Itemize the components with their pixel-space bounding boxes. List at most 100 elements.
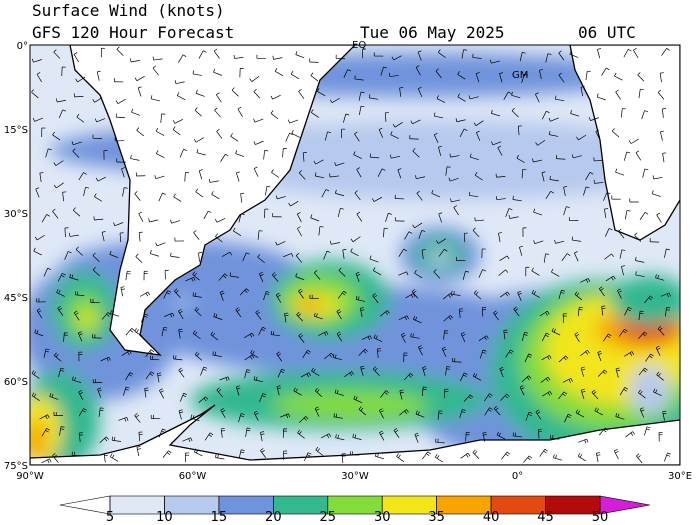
wind-barb — [52, 211, 59, 219]
barb-flag — [124, 187, 128, 189]
barb-flag — [391, 56, 394, 61]
barb-flag — [260, 433, 265, 435]
barb-flag — [546, 110, 550, 114]
barb-flag — [129, 350, 132, 354]
barb-flag — [412, 293, 416, 297]
barb-flag — [208, 178, 211, 183]
barb-flag — [182, 54, 187, 57]
wind-speed-area — [270, 390, 430, 420]
barb-flag — [496, 431, 499, 436]
wind-speed-area — [30, 420, 47, 460]
barb-flag — [34, 329, 37, 333]
barb-flag — [414, 269, 417, 274]
wind-barb — [460, 452, 469, 459]
wind-speed-area — [630, 365, 670, 415]
wind-barb — [463, 394, 471, 402]
colorbar-label: 35 — [428, 510, 445, 525]
barb-flag — [82, 410, 86, 413]
wind-barb — [556, 158, 566, 160]
barb-flag — [252, 350, 255, 355]
wind-barb — [153, 58, 163, 61]
barb-flag — [361, 367, 365, 370]
barb-flag — [390, 154, 392, 159]
barb-flag — [548, 131, 551, 135]
wind-barb — [212, 354, 222, 357]
wind-barb — [253, 91, 261, 99]
wind-barb — [229, 275, 239, 278]
wind-barb — [558, 355, 566, 363]
barb-flag — [561, 289, 565, 292]
barb-flag — [419, 347, 423, 350]
wind-barb — [285, 133, 290, 142]
wind-barb — [625, 431, 633, 438]
barb-flag — [488, 409, 492, 412]
barb-flag — [342, 249, 347, 251]
barb-flag — [597, 48, 601, 50]
wind-barb — [214, 109, 221, 118]
wind-barb — [45, 148, 49, 158]
wind-barb — [378, 410, 384, 419]
wind-barb — [209, 180, 219, 183]
barb-flag — [33, 371, 37, 375]
barb-flag — [581, 390, 586, 393]
wind-barb — [211, 194, 220, 200]
barb-flag — [522, 52, 526, 54]
barb-flag — [288, 119, 290, 124]
barb-flag — [632, 431, 636, 435]
wind-barb — [537, 429, 540, 439]
wind-barb — [150, 253, 159, 257]
barb-flag — [575, 409, 579, 413]
barb-flag — [326, 331, 329, 335]
wind-barb — [178, 310, 184, 319]
barb-flag — [546, 332, 550, 335]
barb-flag — [52, 453, 56, 456]
wind-barb — [295, 54, 305, 59]
barb-flag — [569, 50, 572, 55]
barb-flag — [412, 224, 415, 229]
barb-flag — [246, 252, 250, 255]
barb-flag — [383, 66, 388, 69]
wind-barb — [596, 453, 599, 463]
barb-flag — [332, 354, 335, 358]
barb-flag — [49, 458, 52, 463]
barb-flag — [624, 387, 629, 390]
wind-barb — [173, 358, 183, 361]
wind-barb — [145, 349, 152, 358]
barb-flag — [271, 169, 274, 173]
wind-barb — [250, 352, 259, 359]
barb-flag — [662, 410, 667, 413]
wind-speed-area — [620, 318, 680, 342]
wind-barb — [375, 456, 385, 460]
wind-barb — [158, 428, 163, 438]
barb-flag — [128, 374, 133, 377]
wind-barb — [138, 232, 141, 242]
lon-label: 60°W — [179, 471, 207, 482]
wind-barb — [276, 353, 283, 362]
wind-barb — [274, 70, 284, 76]
barb-flag — [196, 449, 199, 454]
barb-flag — [167, 290, 172, 293]
barb-flag — [473, 290, 477, 294]
barb-flag — [299, 290, 303, 294]
wind-barb — [354, 78, 364, 81]
barb-flag — [106, 357, 109, 362]
barb-flag — [406, 409, 409, 413]
wind-barb — [484, 393, 490, 402]
wind-barb — [122, 187, 125, 197]
barb-flag — [225, 153, 229, 157]
wind-barb — [562, 378, 572, 383]
barb-flag — [575, 334, 580, 337]
barb-flag — [657, 326, 662, 329]
barb-flag — [317, 448, 320, 452]
barb-flag — [518, 292, 522, 296]
wind-barb — [235, 153, 245, 157]
wind-barb — [342, 249, 345, 259]
wind-barb — [184, 172, 186, 182]
wind-barb — [492, 141, 502, 146]
wind-barb — [657, 92, 665, 100]
barb-flag — [150, 349, 155, 353]
wind-barb — [482, 432, 486, 442]
wind-barb — [655, 347, 661, 356]
barb-flag — [482, 349, 487, 352]
barb-flag — [462, 409, 466, 411]
